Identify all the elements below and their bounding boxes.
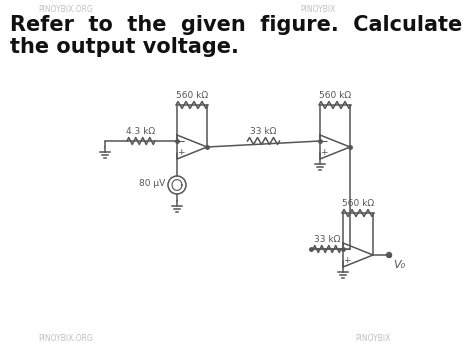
Text: 4.3 kΩ: 4.3 kΩ [127, 127, 155, 136]
Text: +: + [320, 148, 328, 157]
Text: −: − [320, 137, 328, 146]
Text: 560 kΩ: 560 kΩ [319, 91, 351, 100]
Text: 560 kΩ: 560 kΩ [176, 91, 208, 100]
Text: the output voltage.: the output voltage. [10, 37, 239, 57]
Text: 560 kΩ: 560 kΩ [342, 199, 374, 208]
Text: +: + [343, 256, 350, 264]
Text: 33 kΩ: 33 kΩ [314, 235, 340, 244]
Text: PINOYBIX.ORG: PINOYBIX.ORG [38, 5, 93, 14]
Text: −: − [343, 245, 350, 255]
Text: 80 μV: 80 μV [139, 180, 165, 189]
Text: PINOYBIX: PINOYBIX [355, 334, 391, 343]
Text: PINOYBIX.ORG: PINOYBIX.ORG [38, 334, 93, 343]
Text: +: + [177, 148, 184, 157]
Text: PINOYBIX: PINOYBIX [300, 5, 336, 14]
Text: Refer  to  the  given  figure.  Calculate: Refer to the given figure. Calculate [10, 15, 462, 35]
Text: 33 kΩ: 33 kΩ [250, 127, 277, 136]
Text: V₀: V₀ [393, 260, 405, 270]
Text: −: − [177, 137, 184, 146]
